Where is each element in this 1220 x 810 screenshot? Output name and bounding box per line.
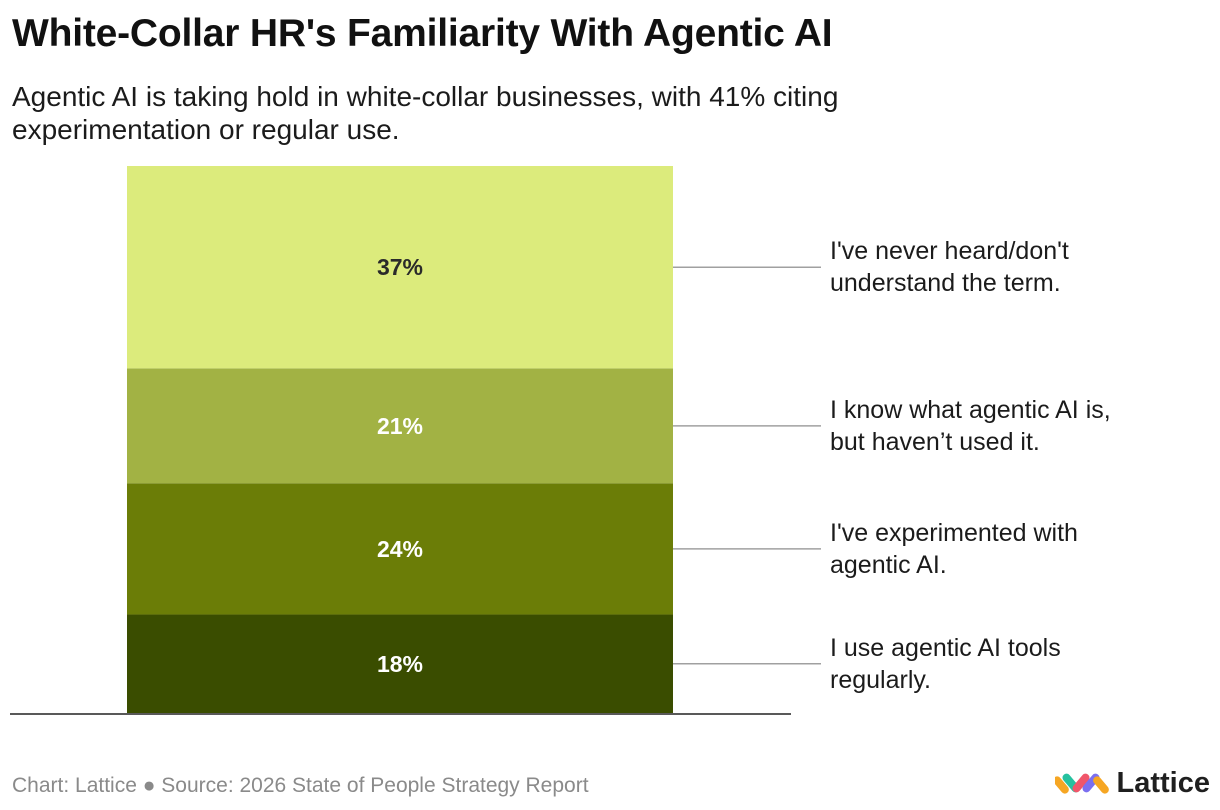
bar-segment xyxy=(127,614,673,713)
series-label: I use agentic AI tools regularly. xyxy=(830,634,1061,694)
series-label: I know what agentic AI is, but haven’t us… xyxy=(830,396,1111,456)
chart-footer: Chart: Lattice ● Source: 2026 State of P… xyxy=(12,774,589,798)
chart-title: White-Collar HR's Familiarity With Agent… xyxy=(12,12,833,55)
series-label: I've never heard/don't understand the ter… xyxy=(830,237,1069,297)
data-label: 18% xyxy=(377,651,423,677)
bar-segment xyxy=(127,483,673,615)
chart-source: Source: 2026 State of People Strategy Re… xyxy=(161,774,589,797)
chart-subtitle: Agentic AI is taking hold in white-colla… xyxy=(12,81,839,145)
lattice-logo-icon xyxy=(1054,773,1109,794)
brand-logo: Lattice xyxy=(1054,766,1210,800)
footer-separator: ● xyxy=(142,774,156,797)
data-label: 24% xyxy=(377,536,423,562)
brand-name: Lattice xyxy=(1116,766,1210,799)
data-label: 21% xyxy=(377,413,423,439)
series-label: I've experimented with agentic AI. xyxy=(830,519,1078,579)
bar-segment xyxy=(127,166,673,369)
bar-segment xyxy=(127,368,673,484)
data-label: 37% xyxy=(377,254,423,280)
chart-credit: Chart: Lattice xyxy=(12,774,137,797)
